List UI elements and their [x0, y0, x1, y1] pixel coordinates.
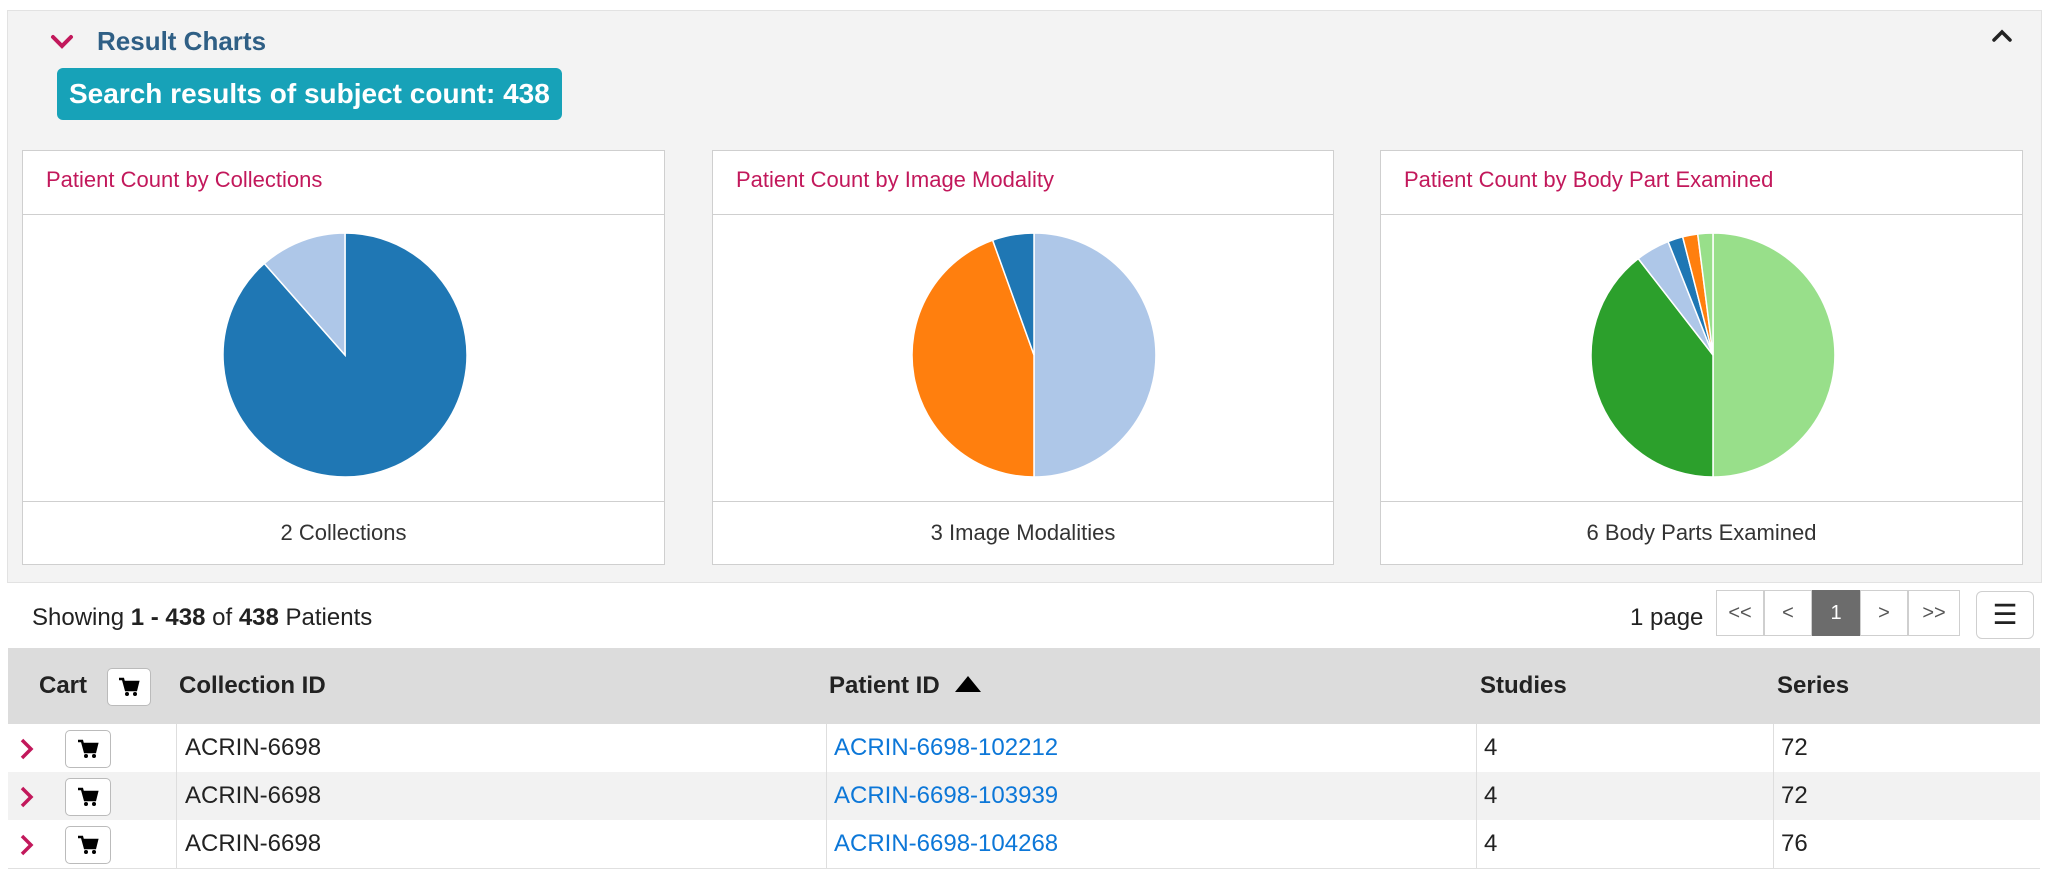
current-page-button[interactable]: 1	[1812, 590, 1860, 636]
add-to-cart-button[interactable]	[65, 730, 111, 768]
column-divider	[176, 772, 177, 820]
chevron-up-icon[interactable]	[1987, 21, 2017, 51]
patient-id-link[interactable]: ACRIN-6698-103939	[834, 782, 1059, 809]
first-page-button[interactable]: <<	[1716, 590, 1764, 636]
table-row[interactable]: ACRIN-6698 ACRIN-6698-102212 4 72	[8, 724, 2040, 773]
header-collection-id[interactable]: Collection ID	[179, 672, 326, 699]
column-menu-button[interactable]: ☰	[1976, 591, 2034, 639]
pie-chart-body-part	[1590, 232, 1836, 478]
series-cell: 76	[1781, 830, 1808, 857]
next-page-button[interactable]: >	[1860, 590, 1908, 636]
card-header: Patient Count by Body Part Examined	[1381, 151, 2022, 215]
expand-row-icon[interactable]	[16, 832, 38, 858]
column-divider	[176, 820, 177, 868]
chart-footer: 2 Collections	[23, 501, 664, 564]
chevron-down-icon[interactable]	[45, 25, 79, 59]
results-section: Showing 1 - 438 of 438 Patients 1 page <…	[8, 582, 2040, 869]
header-patient-id[interactable]: Patient ID	[829, 672, 940, 699]
studies-cell: 4	[1484, 782, 1498, 809]
pie-slice-1[interactable]	[263, 232, 346, 357]
pie-slice-1[interactable]	[1590, 257, 1714, 478]
add-to-cart-button[interactable]	[65, 826, 111, 864]
cart-icon	[119, 677, 140, 696]
table-row[interactable]: ACRIN-6698 ACRIN-6698-104268 4 76	[8, 820, 2040, 869]
expand-row-icon[interactable]	[16, 784, 38, 810]
chart-card-modality: Patient Count by Image Modality 3 Image …	[712, 150, 1334, 565]
sort-ascending-icon[interactable]	[953, 672, 983, 696]
header-series[interactable]: Series	[1777, 672, 1850, 699]
cart-icon	[78, 787, 99, 806]
column-divider	[1476, 820, 1477, 868]
showing-total: 438	[238, 604, 279, 631]
column-divider	[1773, 820, 1774, 868]
cart-icon	[78, 835, 99, 854]
last-page-button[interactable]: >>	[1908, 590, 1960, 636]
pie-slice-5[interactable]	[1696, 232, 1714, 356]
card-header: Patient Count by Image Modality	[713, 151, 1333, 215]
result-charts-panel: Result Charts Search results of subject …	[7, 10, 2042, 583]
prev-page-button[interactable]: <	[1764, 590, 1812, 636]
page-count: 1 page	[1630, 604, 1704, 631]
studies-cell: 4	[1484, 830, 1498, 857]
patient-id-link[interactable]: ACRIN-6698-104268	[834, 830, 1059, 857]
chart-card-collections: Patient Count by Collections 2 Collectio…	[22, 150, 665, 565]
header-studies[interactable]: Studies	[1480, 672, 1567, 699]
add-to-cart-button[interactable]	[65, 778, 111, 816]
header-cart: Cart	[39, 672, 88, 699]
pie-chart-collections	[222, 232, 468, 478]
subject-count-badge: Search results of subject count: 438	[57, 68, 562, 120]
pie-slice-1[interactable]	[911, 239, 1035, 478]
series-cell: 72	[1781, 734, 1808, 761]
series-cell: 72	[1781, 782, 1808, 809]
column-divider	[1476, 772, 1477, 820]
table-header: Cart Collection ID Patient ID Studies Se…	[8, 648, 2040, 724]
column-divider	[826, 772, 827, 820]
card-header: Patient Count by Collections	[23, 151, 664, 215]
showing-range: 1 - 438	[130, 604, 206, 631]
column-divider	[826, 820, 827, 868]
chart-title: Patient Count by Collections	[46, 167, 323, 192]
showing-of: of	[212, 604, 233, 631]
column-divider	[826, 724, 827, 772]
collection-id-cell: ACRIN-6698	[185, 734, 322, 761]
section-title[interactable]: Result Charts	[97, 26, 267, 56]
pie-slice-0[interactable]	[1712, 232, 1836, 478]
table-row[interactable]: ACRIN-6698 ACRIN-6698-103939 4 72	[8, 772, 2040, 821]
patient-id-link[interactable]: ACRIN-6698-102212	[834, 734, 1059, 761]
collection-id-cell: ACRIN-6698	[185, 830, 322, 857]
pie-slice-0[interactable]	[1033, 232, 1157, 478]
cart-icon	[78, 739, 99, 758]
collection-id-cell: ACRIN-6698	[185, 782, 322, 809]
chart-title: Patient Count by Image Modality	[736, 167, 1054, 192]
chart-footer: 6 Body Parts Examined	[1381, 501, 2022, 564]
column-divider	[176, 724, 177, 772]
pie-chart-modality	[911, 232, 1157, 478]
showing-prefix: Showing	[32, 604, 125, 631]
column-divider	[1773, 772, 1774, 820]
showing-unit: Patients	[285, 604, 373, 631]
column-divider	[1773, 724, 1774, 772]
pie-slice-2[interactable]	[991, 232, 1035, 356]
results-summary: Showing 1 - 438 of 438 Patients	[32, 604, 372, 632]
chart-footer: 3 Image Modalities	[713, 501, 1333, 564]
chart-title: Patient Count by Body Part Examined	[1404, 167, 1774, 192]
column-divider	[1476, 724, 1477, 772]
chart-card-body-part: Patient Count by Body Part Examined 6 Bo…	[1380, 150, 2023, 565]
expand-row-icon[interactable]	[16, 736, 38, 762]
add-all-to-cart-button[interactable]	[107, 668, 151, 706]
studies-cell: 4	[1484, 734, 1498, 761]
